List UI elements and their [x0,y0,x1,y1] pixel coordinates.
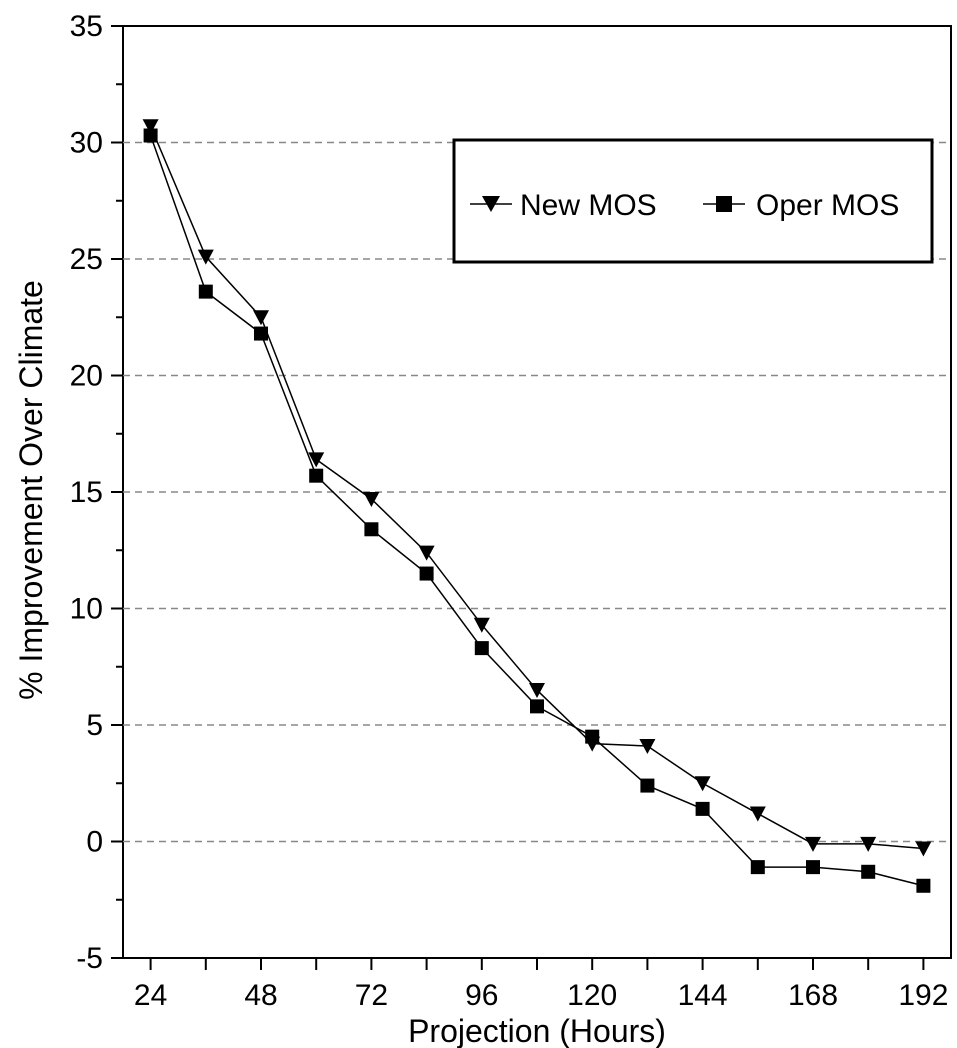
x-tick-label: 96 [465,979,498,1012]
data-point-oper-mos [198,284,213,299]
data-point-oper-mos [640,778,655,793]
data-point-new-mos [915,841,932,857]
data-point-oper-mos [750,860,765,875]
data-point-oper-mos [695,801,710,816]
legend: New MOS Oper MOS [452,138,934,264]
data-point-oper-mos [530,699,544,714]
data-point-new-mos [418,545,435,561]
data-point-new-mos [639,738,656,754]
data-point-new-mos [308,452,325,468]
y-axis-title: % Improvement Over Climate [13,280,49,700]
series-new-mos [142,119,932,857]
x-axis-title: Projection (Hours) [408,1013,666,1048]
y-tick-label: 25 [70,243,103,276]
data-point-oper-mos [364,522,379,537]
data-point-oper-mos [419,566,434,581]
data-point-oper-mos [309,468,324,483]
legend-label-oper-mos: Oper MOS [756,189,899,222]
y-tick-label: 0 [86,826,103,859]
data-point-new-mos [529,683,545,699]
data-point-oper-mos [806,860,820,875]
y-tick-label: 20 [70,360,103,393]
data-point-oper-mos [254,326,268,341]
legend-marker-new-mos [482,196,500,212]
series-layer [142,119,932,893]
data-point-new-mos [197,249,214,265]
data-point-oper-mos [585,729,600,744]
x-tick-label: 24 [134,979,167,1012]
data-point-oper-mos [143,128,158,143]
data-point-oper-mos [916,878,931,893]
legend-marker-oper-mos [716,196,732,212]
legend-box [452,138,934,264]
data-point-new-mos [363,491,380,507]
x-tick-label: 168 [788,979,838,1012]
axes: -5 0 5 10 15 20 25 30 35 24 48 72 96 120 144 168 192 [70,10,949,1012]
x-tick-label: 48 [244,979,277,1012]
y-tick-label: 30 [70,127,103,160]
x-tick-label: 120 [567,979,617,1012]
data-point-new-mos [694,776,711,792]
legend-label-new-mos: New MOS [520,189,657,222]
data-point-new-mos [142,119,159,135]
x-tick-label: 192 [898,979,948,1012]
series-oper-mos [143,128,931,893]
y-tick-label: -5 [76,942,103,975]
x-tick-label: 144 [678,979,728,1012]
data-point-oper-mos [861,864,876,879]
data-point-oper-mos [474,641,489,656]
data-point-new-mos [860,836,877,852]
data-point-new-mos [473,617,490,633]
data-point-new-mos [253,310,269,326]
x-tick-label: 72 [355,979,388,1012]
y-tick-label: 15 [70,476,103,509]
y-tick-label: 10 [70,593,103,626]
y-tick-label: 5 [86,709,103,742]
data-point-new-mos [805,836,821,852]
y-tick-label: 35 [70,10,103,43]
data-point-new-mos [749,806,766,822]
